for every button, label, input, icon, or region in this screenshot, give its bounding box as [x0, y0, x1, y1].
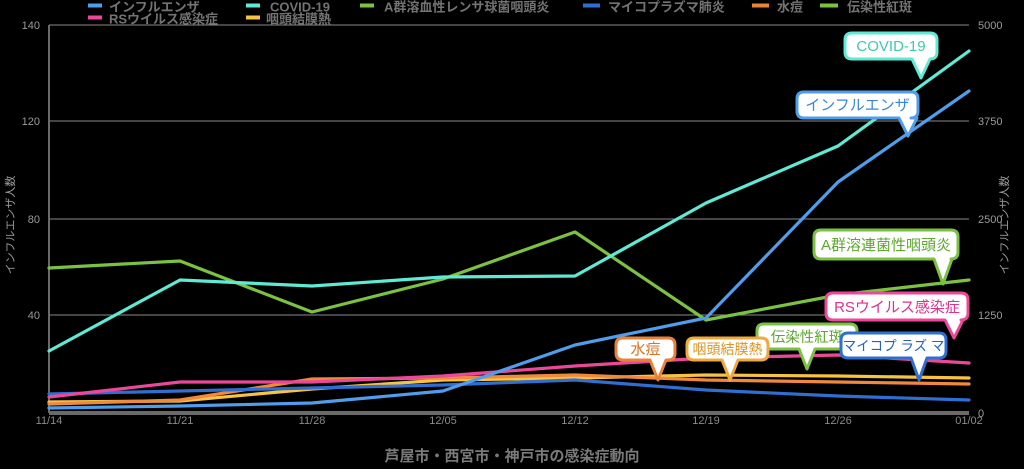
svg-text:RSウイルス感染症: RSウイルス感染症	[109, 12, 218, 27]
svg-text:インフルエンザ人数: インフルエンザ人数	[998, 176, 1011, 275]
svg-text:伝染性紅斑: 伝染性紅斑	[771, 329, 844, 346]
svg-text:12/19: 12/19	[692, 415, 720, 427]
svg-text:芦屋市・西宮市・神戸市の感染症動向: 芦屋市・西宮市・神戸市の感染症動向	[384, 447, 639, 465]
svg-text:12/05: 12/05	[429, 415, 457, 427]
svg-text:インフルエンザ: インフルエンザ	[805, 97, 910, 114]
svg-text:咽頭結膜熱: 咽頭結膜熱	[693, 341, 763, 357]
svg-text:12/12: 12/12	[561, 415, 589, 427]
svg-text:120: 120	[22, 116, 40, 128]
svg-text:80: 80	[28, 214, 40, 226]
svg-text:1250: 1250	[978, 310, 1002, 322]
svg-text:12/26: 12/26	[824, 415, 852, 427]
svg-text:140: 140	[22, 20, 40, 32]
svg-text:3750: 3750	[978, 116, 1002, 128]
svg-text:マイコプラズマ肺炎: マイコプラズマ肺炎	[608, 0, 725, 15]
svg-text:A群溶血性レンサ球菌咽頭炎: A群溶血性レンサ球菌咽頭炎	[384, 0, 549, 15]
svg-text:咽頭結膜熱: 咽頭結膜熱	[266, 12, 331, 27]
svg-text:11/14: 11/14	[36, 415, 63, 427]
svg-text:伝染性紅斑: 伝染性紅斑	[847, 0, 912, 15]
svg-text:RSウイルス感染症: RSウイルス感染症	[834, 299, 960, 316]
svg-text:01/02: 01/02	[955, 415, 983, 427]
svg-text:40: 40	[28, 310, 40, 322]
svg-text:A群溶連菌性咽頭炎: A群溶連菌性咽頭炎	[821, 237, 951, 254]
svg-text:5000: 5000	[978, 20, 1002, 32]
svg-text:インフルエンザ人数: インフルエンザ人数	[4, 176, 17, 275]
svg-text:水痘: 水痘	[777, 0, 803, 15]
svg-text:11/28: 11/28	[299, 415, 326, 427]
svg-text:11/21: 11/21	[167, 415, 194, 427]
svg-text:水痘: 水痘	[630, 341, 660, 358]
svg-text:マイコプ ラズ マ: マイコプ ラズ マ	[843, 338, 945, 353]
svg-text:COVID-19: COVID-19	[856, 38, 925, 55]
